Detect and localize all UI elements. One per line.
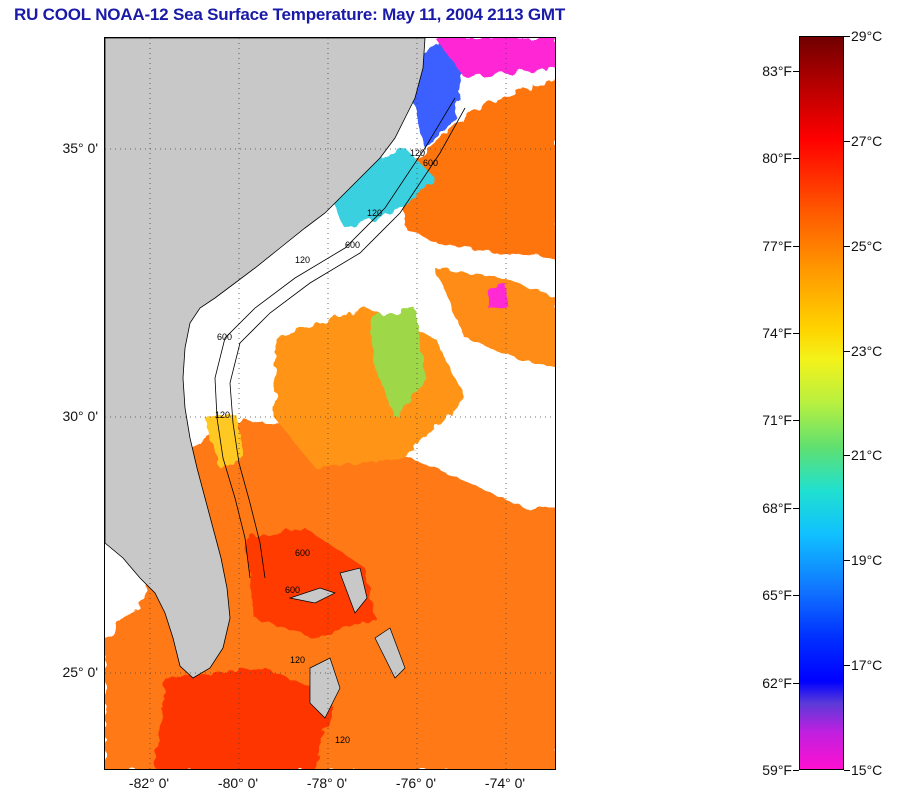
colorbar-f-label: 74°F (762, 325, 792, 342)
colorbar-c-tick (844, 770, 850, 771)
colorbar-f-label: 80°F (762, 150, 792, 167)
colorbar-f-label: 65°F (762, 587, 792, 604)
lat-label-25: 25° 0' (62, 664, 98, 680)
colorbar-c-tick (844, 245, 850, 247)
colorbar-c-tick (844, 140, 850, 142)
green-patch-center (370, 308, 425, 418)
magenta-patch-east (485, 283, 510, 310)
isobath-120 (214, 97, 456, 579)
contour-label-6: 600 (217, 332, 232, 342)
lon-label-78: -78° 0' (306, 775, 348, 791)
warm-patch-north (435, 268, 555, 368)
colorbar-c-label: 25°C (851, 237, 883, 254)
colorbar-f-tick (793, 158, 799, 160)
hot-core-florida-current (245, 528, 375, 638)
colorbar-c-label: 27°C (851, 132, 883, 149)
colorbar-c-tick (844, 455, 850, 457)
graticule (105, 38, 555, 769)
colorbar-f-label: 68°F (762, 499, 792, 516)
abaco (339, 567, 368, 614)
bathymetry-contours (214, 97, 466, 579)
contour-label-3: 120 (367, 208, 382, 218)
contour-labels: 120 600 120 600 120 600 120 600 120 600 … (215, 148, 438, 745)
magenta-corner (435, 38, 555, 78)
colorbar-f-label: 71°F (762, 412, 792, 429)
colorbar-f-tick (793, 770, 799, 771)
colorbar-c-tick (844, 665, 850, 667)
land-southeast-us (105, 38, 426, 679)
contour-label-5: 120 (295, 255, 310, 265)
colorbar-c-label: 15°C (851, 762, 883, 778)
lat-label-35: 35° 0' (62, 140, 98, 156)
lon-label-74: -74° 0' (484, 775, 526, 791)
cyan-coastal-north (325, 148, 435, 228)
andros (309, 657, 341, 719)
colorbar-c-label: 23°C (851, 342, 883, 359)
eleuthera (374, 627, 406, 679)
central-orange (275, 308, 465, 468)
contour-label-8: 600 (295, 548, 310, 558)
colorbar-f-label: 83°F (762, 62, 792, 79)
grand-bahama (288, 587, 336, 604)
colorbar-f-label: 59°F (762, 762, 792, 778)
temperature-colorbar (799, 36, 844, 770)
colorbar-c-tick (844, 560, 850, 562)
colorbar-f-label: 77°F (762, 237, 792, 254)
colorbar-f-tick (793, 245, 799, 247)
lon-label-82: -82° 0' (128, 775, 170, 791)
sst-map-canvas: 120 600 120 600 120 600 120 600 120 600 … (105, 38, 555, 769)
colorbar-f-tick (793, 70, 799, 72)
colorbar-c-label: 17°C (851, 657, 883, 674)
colorbar-c-label: 21°C (851, 447, 883, 464)
bahamas-islands (288, 567, 406, 719)
lat-label-30: 30° 0' (62, 408, 98, 424)
colorbar-f-tick (793, 420, 799, 422)
contour-label-2: 600 (423, 158, 438, 168)
colorbar-f-tick (793, 507, 799, 509)
colorbar-c-label: 19°C (851, 552, 883, 569)
contour-label-9: 120 (290, 655, 305, 665)
lon-label-80: -80° 0' (217, 775, 259, 791)
colorbar-f-label: 62°F (762, 674, 792, 691)
colorbar-f-tick (793, 682, 799, 684)
sst-map[interactable]: 120 600 120 600 120 600 120 600 120 600 … (104, 37, 556, 770)
colorbar-f-tick (793, 595, 799, 597)
contour-label-10: 600 (285, 585, 300, 595)
temperature-field (105, 38, 555, 769)
contour-label-11: 120 (335, 735, 350, 745)
colorbar-c-label: 29°C (851, 28, 883, 44)
contour-label-4: 600 (345, 240, 360, 250)
colorbar-f-tick (793, 333, 799, 335)
yellow-shelf-patch (205, 413, 245, 468)
lon-label-76: -76° 0' (395, 775, 437, 791)
contour-label-7: 120 (215, 410, 230, 420)
colorbar-c-tick (844, 350, 850, 352)
hot-core-south (155, 668, 335, 769)
contour-label-1: 120 (410, 148, 425, 158)
isobath-600 (229, 107, 466, 579)
colorbar-c-tick (844, 36, 850, 37)
map-title: RU COOL NOAA-12 Sea Surface Temperature:… (14, 5, 566, 24)
gulf-stream-north (405, 78, 555, 258)
